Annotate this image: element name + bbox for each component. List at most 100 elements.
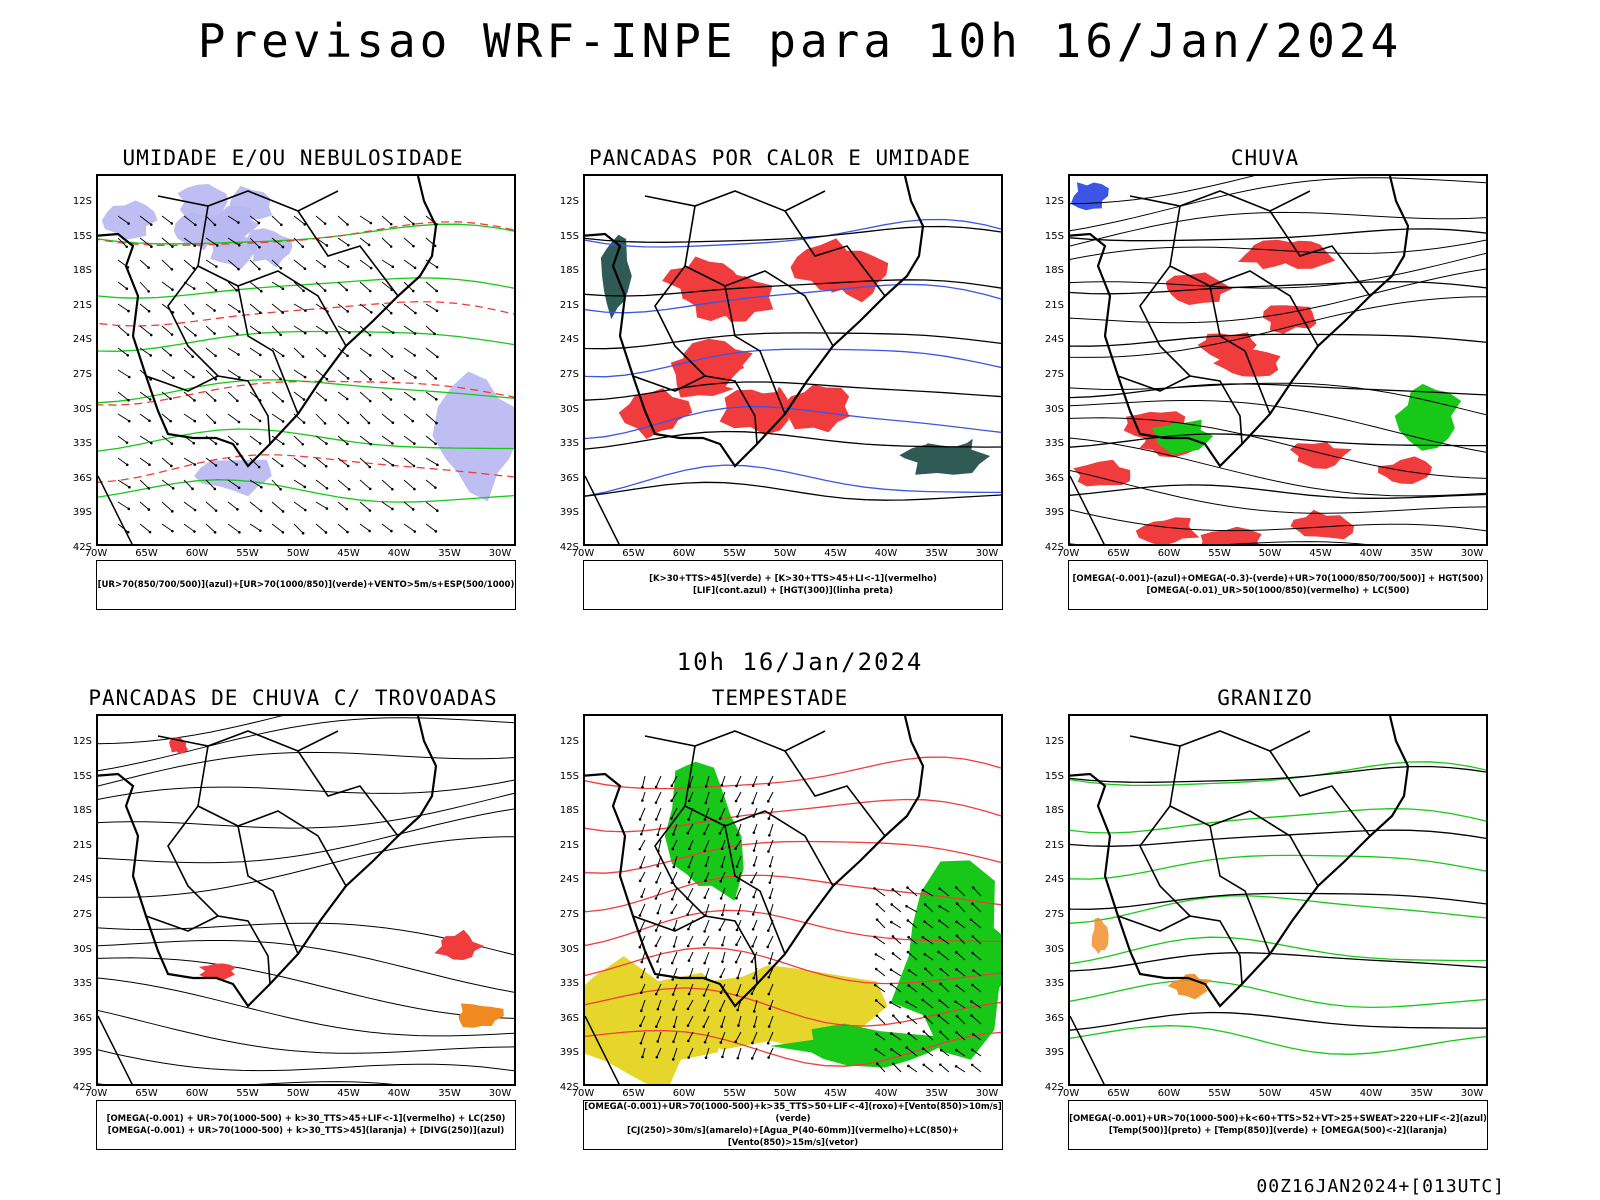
wind-vector: [161, 501, 173, 512]
contour-line: [585, 1029, 1001, 1067]
wind-vector-head: [281, 354, 285, 358]
wind-vector-head: [369, 378, 372, 381]
wind-vector: [736, 983, 742, 996]
wind-vector-head: [922, 1063, 926, 1067]
wind-vector-head: [703, 930, 706, 933]
wind-vector: [874, 887, 886, 897]
wind-vector-head: [435, 289, 438, 293]
country-border: [684, 205, 834, 347]
wind-vector-head: [323, 354, 327, 358]
contour-line: [98, 479, 514, 503]
wind-vector: [940, 1031, 950, 1041]
wind-vector: [704, 919, 710, 932]
wind-vector: [752, 935, 758, 947]
shaded-area: [1091, 917, 1109, 955]
wind-vector-head: [237, 244, 241, 247]
wind-vector: [688, 951, 694, 961]
wind-vector-head: [939, 1030, 942, 1034]
wind-vector: [639, 903, 646, 916]
wind-vector: [359, 237, 370, 246]
wind-vector: [971, 1064, 982, 1073]
wind-vector-head: [346, 377, 350, 380]
wind-vector-head: [702, 943, 706, 946]
panel-title: PANCADAS DE CHUVA C/ TROVOADAS: [88, 686, 498, 710]
longitude-label: 35W: [438, 1088, 461, 1099]
wind-vector: [938, 951, 950, 961]
wind-vector: [956, 935, 966, 945]
contour-line: [585, 406, 1001, 440]
wind-vector: [337, 391, 348, 400]
wind-vector: [249, 413, 261, 422]
wind-vector-head: [148, 530, 152, 534]
wind-vector: [315, 347, 326, 357]
latitude-label: 15S: [72, 770, 92, 782]
longitude-label: 35W: [1410, 1088, 1433, 1099]
wind-vector: [656, 871, 662, 883]
wind-vector: [752, 903, 758, 915]
wind-vector-head: [392, 377, 395, 380]
wind-vector-head: [873, 887, 876, 890]
wind-vector: [293, 259, 306, 270]
longitude-label: 30W: [975, 1088, 999, 1099]
longitude-label: 70W: [571, 1088, 595, 1099]
streamline: [98, 922, 514, 956]
streamline: [1070, 177, 1486, 232]
wind-vector-head: [345, 507, 349, 511]
wind-vector-head: [671, 993, 675, 996]
wind-vector-head: [876, 1062, 879, 1066]
wind-vector-head: [192, 375, 195, 379]
wind-vector: [227, 369, 240, 378]
wind-vector: [117, 237, 128, 248]
shaded-area: [101, 200, 158, 241]
contour-line: [98, 454, 514, 483]
wind-vector-head: [721, 1055, 724, 1059]
latitude-label: 33S: [559, 438, 579, 450]
wind-vector-head: [169, 397, 172, 401]
wind-vector-head: [281, 400, 285, 403]
map-canvas: [585, 716, 1001, 1084]
shaded-area: [1237, 239, 1306, 270]
wind-vector-head: [435, 309, 439, 313]
wind-vector: [403, 391, 415, 400]
streamline: [98, 779, 514, 801]
wind-vector-head: [258, 442, 262, 445]
wind-vector-head: [971, 1032, 975, 1036]
longitude-label: 60W: [672, 1088, 696, 1099]
panel-legend: [OMEGA(-0.001)+UR>70(1000-500)+k>35_TTS>…: [583, 1100, 1003, 1150]
wind-vector: [768, 983, 774, 995]
longitude-label: 60W: [185, 548, 209, 559]
longitude-label: 55W: [723, 1088, 746, 1099]
wind-vector-head: [670, 799, 673, 803]
wind-vector-head: [214, 442, 218, 445]
country-border: [724, 825, 786, 955]
wind-vector: [769, 887, 774, 898]
wind-vector-head: [654, 818, 658, 821]
wind-vector: [205, 237, 218, 246]
wind-vector-head: [414, 376, 417, 379]
wind-vector: [117, 413, 130, 422]
contour-line: [585, 283, 1001, 314]
wind-vector: [908, 1065, 918, 1073]
wind-vector-head: [751, 1041, 754, 1045]
map-canvas: [585, 176, 1001, 544]
wind-vector: [705, 791, 710, 804]
wind-vector: [293, 391, 305, 400]
wind-vector: [249, 237, 260, 248]
wind-vector-head: [890, 920, 893, 924]
latitude-label: 21S: [72, 299, 92, 311]
wind-vector-head: [303, 375, 307, 379]
wind-vector-head: [412, 244, 415, 248]
wind-vector-head: [719, 991, 723, 995]
coastline: [585, 176, 925, 468]
wind-vector: [381, 281, 393, 291]
shaded-area: [851, 442, 904, 474]
wind-vector-head: [323, 289, 327, 292]
wind-vector-head: [413, 487, 416, 491]
wind-vector-head: [638, 945, 642, 949]
wind-vector: [403, 347, 415, 356]
wind-vector-head: [279, 377, 282, 381]
wind-vector-head: [171, 245, 174, 248]
wind-vector: [271, 259, 282, 269]
wind-vector-head: [169, 353, 173, 357]
wind-vector-head: [704, 864, 708, 868]
